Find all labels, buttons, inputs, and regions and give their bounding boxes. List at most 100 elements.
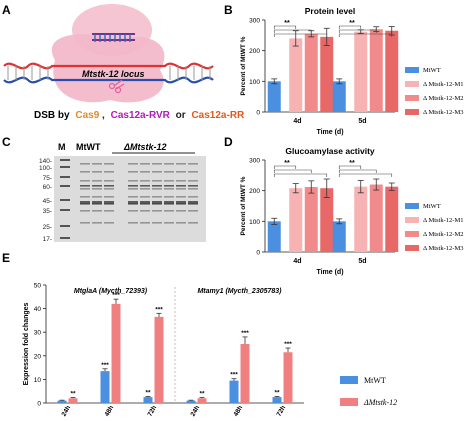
marker-band [60, 209, 70, 211]
x-axis-label: Time (d) [316, 129, 343, 136]
sample-band [140, 171, 150, 173]
mw-label: 45- [43, 198, 52, 205]
sample-band [140, 185, 150, 187]
legend-label: Δ Mtstk-12-M3 [423, 245, 463, 252]
sample-band [92, 201, 102, 204]
marker-band [60, 237, 70, 239]
sig-bracket [273, 169, 312, 173]
sig-bracket [273, 29, 312, 33]
y-tick-label: 200 [249, 188, 260, 195]
bar [186, 400, 196, 403]
sample-band [164, 171, 174, 173]
y-tick-label: 0 [37, 401, 41, 408]
sample-band [176, 196, 186, 198]
sample-band [152, 196, 162, 198]
legend-swatch [405, 109, 419, 115]
panel-b-letter: B [224, 3, 233, 17]
mw-label: 25- [43, 224, 52, 231]
sample-band [152, 180, 162, 182]
sample-band [92, 180, 102, 182]
gel-lane-marker: M [58, 142, 66, 152]
bar [304, 186, 318, 252]
sig-bracket [273, 33, 328, 37]
sig-bracket [273, 25, 297, 29]
sample-band [176, 201, 186, 204]
bar [289, 188, 303, 252]
bar [143, 397, 153, 403]
legend-swatch [340, 376, 358, 384]
mw-label: 35- [43, 208, 52, 215]
legend-label: MtWT [423, 203, 441, 210]
sample-band [176, 188, 186, 190]
bar [369, 29, 383, 113]
x-tick-label: 4d [293, 118, 301, 125]
sig-bracket [338, 29, 377, 33]
sample-band [80, 196, 90, 198]
bar [354, 31, 368, 112]
sample-band [104, 196, 114, 198]
panel-d-letter: D [224, 135, 233, 149]
sample-band [188, 185, 198, 187]
marker-band [60, 159, 70, 161]
sample-band [188, 203, 198, 205]
sample-band [140, 203, 150, 205]
sig-stars: ** [145, 389, 151, 396]
sample-band [152, 163, 162, 165]
sample-band [152, 188, 162, 190]
sample-band [176, 180, 186, 182]
sample-band [164, 188, 174, 190]
group-title: Mtamy1 (Mycth_2305783) [197, 288, 282, 295]
sample-band [80, 180, 90, 182]
sample-band [104, 180, 114, 182]
sample-band [92, 188, 102, 190]
legend-label: ΔMtstk-12 [363, 398, 397, 407]
bar [154, 316, 164, 403]
bar [240, 344, 250, 403]
y-axis-label: Percent of MtWT % [240, 36, 247, 95]
sample-band [164, 180, 174, 182]
mw-label: 75- [43, 175, 52, 182]
bar [197, 398, 207, 403]
gel-lane-mut: ΔMtstk-12 [123, 142, 167, 152]
legend-swatch [405, 217, 419, 223]
sample-band [140, 210, 150, 212]
bar [332, 221, 346, 252]
sig-stars: *** [112, 292, 120, 299]
legend-swatch [405, 203, 419, 209]
dna-strand-red [3, 62, 214, 70]
y-tick-label: 50 [34, 283, 42, 290]
sample-band [152, 171, 162, 173]
chart-panel-b: Protein level 0 100 200 300 Percent of MtWT %… [240, 6, 463, 136]
sample-band [92, 222, 102, 224]
marker-band [60, 166, 70, 168]
y-tick-label: 0 [256, 250, 260, 257]
y-axis-label: Expression fold changes [23, 302, 30, 385]
bar [267, 221, 281, 252]
sample-band [164, 210, 174, 212]
sample-band [164, 203, 174, 205]
sample-band [164, 222, 174, 224]
sample-band [140, 201, 150, 204]
bar [304, 33, 318, 112]
sample-band [80, 188, 90, 190]
sample-band [128, 203, 138, 205]
sample-band [104, 210, 114, 212]
sample-band [128, 201, 138, 204]
enzyme-sep1: , [102, 110, 105, 121]
sig-stars: *** [284, 341, 292, 348]
locus-label: Mtstk-12 locus [82, 69, 145, 79]
bar [272, 397, 282, 403]
marker-band [60, 199, 70, 201]
sample-band [176, 163, 186, 165]
sig-bracket [338, 173, 393, 177]
legend-swatch [405, 95, 419, 101]
sample-band [104, 203, 114, 205]
sample-band [176, 171, 186, 173]
legend-label: Δ Mtstk-12-M2 [423, 231, 463, 238]
chart-panel-e: 0 10 20 30 40 50 Expression fold changes MtglaA… [23, 283, 397, 418]
sample-band [128, 171, 138, 173]
sample-band [164, 163, 174, 165]
enzyme-cas9: Cas9 [75, 110, 99, 121]
bar [57, 400, 67, 403]
